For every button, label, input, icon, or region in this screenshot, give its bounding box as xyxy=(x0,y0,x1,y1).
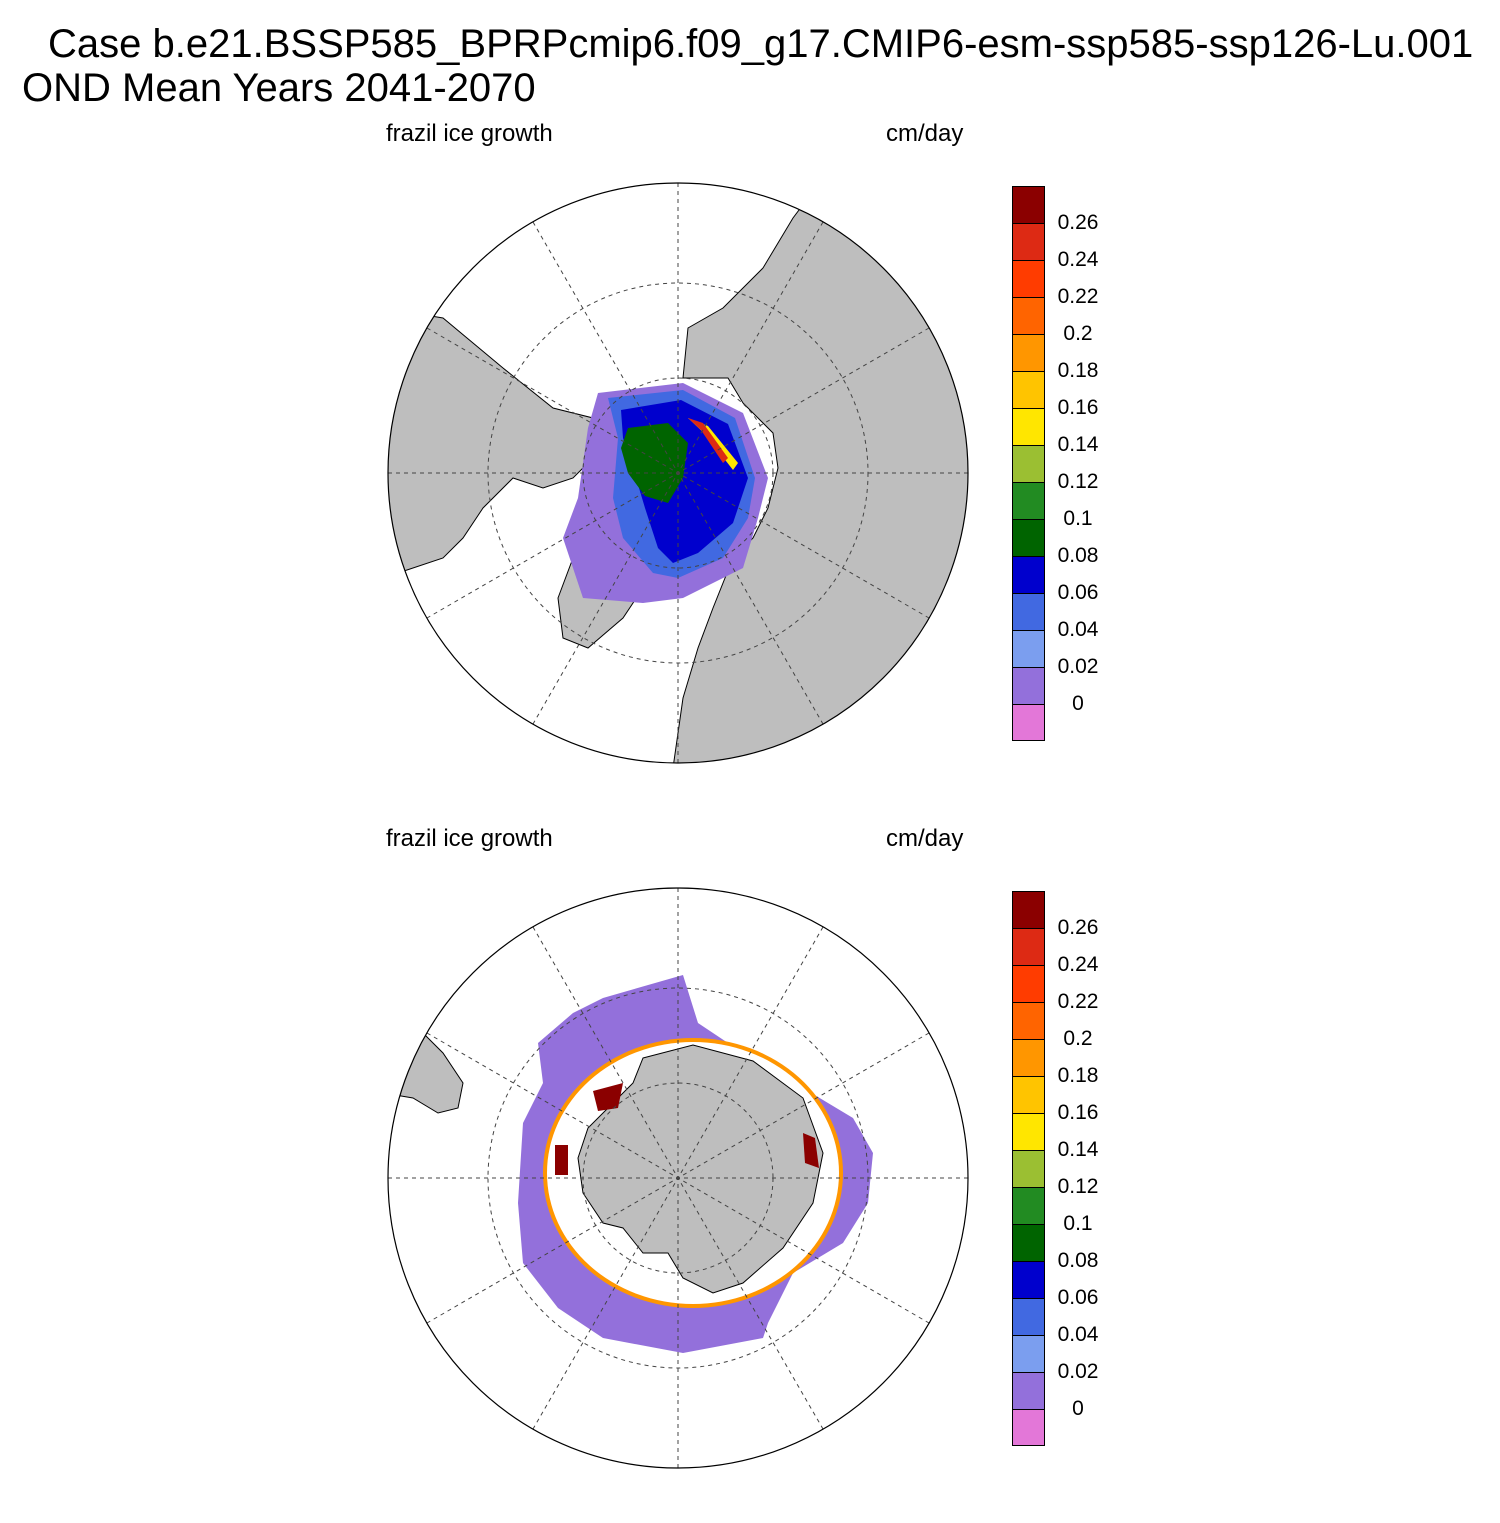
colorbar-tick-label: 0.08 xyxy=(1057,1249,1099,1272)
weddell-hotspot xyxy=(593,1083,623,1111)
south-polar-panel: frazil ice growth cm/day xyxy=(0,823,1500,1523)
colorbar-swatch xyxy=(1012,260,1045,297)
colorbar-swatch xyxy=(1012,1372,1045,1409)
colorbar-tick-label: 0.08 xyxy=(1057,544,1099,567)
colorbar-swatch xyxy=(1012,371,1045,408)
colorbar-swatch xyxy=(1012,704,1045,741)
colorbar-tick-label: 0.22 xyxy=(1057,990,1099,1013)
colorbar-swatch xyxy=(1012,519,1045,556)
colorbar-swatch xyxy=(1012,891,1045,928)
colorbar-tick-label: 0 xyxy=(1072,692,1084,715)
colorbar-tick-label: 0.1 xyxy=(1063,507,1093,530)
colorbar-tick-label: 0.14 xyxy=(1057,1138,1099,1161)
colorbar-swatch xyxy=(1012,297,1045,334)
colorbar-tick-label: 0.1 xyxy=(1063,1212,1093,1235)
colorbar-swatch xyxy=(1012,1409,1045,1446)
north-map-border xyxy=(387,182,969,764)
colorbar-swatch xyxy=(1012,965,1045,1002)
ross-hotspot xyxy=(803,1133,819,1168)
north-graticule xyxy=(388,183,968,763)
colorbar-tick-label: 0.12 xyxy=(1057,1175,1099,1198)
colorbar-tick-label: 0.12 xyxy=(1057,470,1099,493)
north-variable-label: frazil ice growth xyxy=(386,120,553,147)
colorbar-tick-label: 0.06 xyxy=(1057,1286,1099,1309)
colorbar-swatch xyxy=(1012,1298,1045,1335)
colorbar-swatch xyxy=(1012,630,1045,667)
colorbar-swatch xyxy=(1012,223,1045,260)
arctic-green-core xyxy=(621,423,688,503)
case-title: Case b.e21.BSSP585_BPRPcmip6.f09_g17.CMI… xyxy=(48,22,1474,66)
colorbar-swatch xyxy=(1012,593,1045,630)
colorbar-tick-label: 0 xyxy=(1072,1397,1084,1420)
antarctica-landmass xyxy=(577,1044,824,1294)
colorbar-tick-label: 0.26 xyxy=(1057,916,1099,939)
south-graticule xyxy=(388,888,968,1468)
colorbar-swatch xyxy=(1012,667,1045,704)
colorbar-swatch xyxy=(1012,556,1045,593)
colorbar-tick-label: 0.02 xyxy=(1057,1360,1099,1383)
colorbar-swatch xyxy=(1012,1113,1045,1150)
colorbar-swatch xyxy=(1012,1076,1045,1113)
colorbar-tick-label: 0.02 xyxy=(1057,655,1099,678)
colorbar-swatch xyxy=(1012,1261,1045,1298)
colorbar-swatch xyxy=(1012,1224,1045,1261)
colorbar-tick-label: 0.16 xyxy=(1057,1101,1099,1124)
colorbar-tick-label: 0.04 xyxy=(1057,618,1099,641)
season-title: OND Mean Years 2041-2070 xyxy=(22,66,536,110)
colorbar-tick-label: 0.24 xyxy=(1057,953,1099,976)
south-units-label: cm/day xyxy=(886,825,964,852)
colorbar-swatch xyxy=(1012,1335,1045,1372)
colorbar-swatch xyxy=(1012,445,1045,482)
colorbar-swatch xyxy=(1012,186,1045,223)
bellingshausen-hotspot xyxy=(555,1145,568,1175)
colorbar-swatch xyxy=(1012,334,1045,371)
south-variable-label: frazil ice growth xyxy=(386,825,553,852)
colorbar-tick-label: 0.18 xyxy=(1057,1064,1099,1087)
south-polar-map xyxy=(387,887,969,1469)
colorbar-tick-label: 0.22 xyxy=(1057,285,1099,308)
colorbar-swatch xyxy=(1012,1039,1045,1076)
colorbar-swatch xyxy=(1012,928,1045,965)
colorbar-tick-label: 0.04 xyxy=(1057,1323,1099,1346)
colorbar-swatch xyxy=(1012,482,1045,519)
north-polar-panel: frazil ice growth cm/day xyxy=(0,118,1500,818)
colorbar-tick-label: 0.24 xyxy=(1057,248,1099,271)
colorbar-swatch xyxy=(1012,408,1045,445)
colorbar-tick-label: 0.14 xyxy=(1057,433,1099,456)
colorbar-swatch xyxy=(1012,1150,1045,1187)
colorbar-tick-label: 0.16 xyxy=(1057,396,1099,419)
south-map-border xyxy=(387,887,969,1469)
colorbar-swatch xyxy=(1012,1002,1045,1039)
south-colorbar xyxy=(1012,891,1046,1446)
north-polar-map xyxy=(387,182,969,764)
colorbar-tick-label: 0.2 xyxy=(1063,1027,1093,1050)
colorbar-swatch xyxy=(1012,1187,1045,1224)
colorbar-tick-label: 0.18 xyxy=(1057,359,1099,382)
north-units-label: cm/day xyxy=(886,120,964,147)
colorbar-tick-label: 0.2 xyxy=(1063,322,1093,345)
colorbar-tick-label: 0.06 xyxy=(1057,581,1099,604)
north-colorbar xyxy=(1012,186,1046,741)
colorbar-tick-label: 0.26 xyxy=(1057,211,1099,234)
arctic-red-edge xyxy=(688,418,728,463)
